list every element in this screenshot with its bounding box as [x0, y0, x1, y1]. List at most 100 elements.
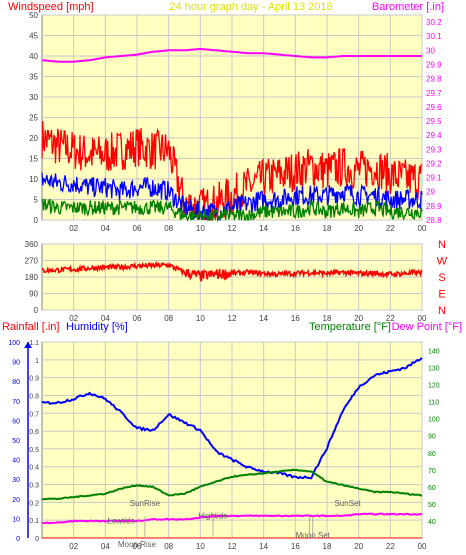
- direction-y-tick-label: 90: [29, 290, 38, 299]
- barometer-y-tick-label: 29: [426, 188, 435, 197]
- wind-y-tick-label: 20: [29, 134, 38, 143]
- rain-y-tick-label: 0.6: [29, 429, 39, 436]
- humidity-axis-title: Humidity [%]: [66, 321, 128, 333]
- wind-y-tick-label: 40: [29, 52, 38, 61]
- rain-y-tick-label: 1: [35, 358, 39, 365]
- barometer-y-tick-label: 30.1: [426, 32, 442, 41]
- humidity-y-tick-label: 50: [12, 438, 20, 445]
- temperature-y-tick-label: 50: [428, 502, 436, 509]
- rain-y-tick-label: 0.7: [29, 411, 39, 418]
- rain-y-tick-label: 0.5: [29, 447, 39, 454]
- wind-y-tick-label: 30: [29, 93, 38, 102]
- x-tick-label: 18: [323, 314, 332, 323]
- barometer-y-tick-label: 29.1: [426, 174, 442, 183]
- x-tick-label: 18: [323, 542, 332, 551]
- x-tick-label: 10: [196, 542, 205, 551]
- x-tick-label: 06: [133, 542, 142, 551]
- rain-y-tick-label: 0.3: [29, 483, 39, 490]
- x-tick-label: 20: [354, 542, 363, 551]
- x-tick-label: 14: [259, 542, 268, 551]
- humidity-y-tick-label: 70: [12, 399, 20, 406]
- humidity-y-tick-label: 90: [12, 360, 20, 367]
- x-tick-label: 00: [418, 542, 427, 551]
- humidity-y-tick-label: 20: [12, 497, 20, 504]
- x-tick-label: 04: [101, 224, 110, 233]
- compass-label: E: [438, 289, 445, 301]
- wind-y-tick-label: 50: [29, 11, 38, 20]
- humidity-y-tick-label: 30: [12, 477, 20, 484]
- x-tick-label: 08: [164, 224, 173, 233]
- barometer-y-tick-label: 29.2: [426, 159, 442, 168]
- x-tick-label: 06: [133, 314, 142, 323]
- barometer-axis-title: Barometer [.in]: [372, 1, 444, 13]
- series-average-line: [41, 172, 423, 222]
- series-lull-line: [41, 198, 423, 222]
- x-tick-label: 00: [418, 224, 427, 233]
- x-tick-label: 22: [386, 542, 395, 551]
- x-tick-label: 16: [291, 314, 300, 323]
- wind-y-tick-label: 15: [29, 155, 38, 164]
- barometer-y-tick-label: 30.2: [426, 18, 442, 27]
- barometer-y-tick-label: 29.5: [426, 117, 442, 126]
- direction-y-tick-label: 360: [25, 240, 39, 249]
- temperature-y-tick-label: 60: [428, 485, 436, 492]
- wind-y-tick-label: 45: [29, 32, 38, 41]
- series-temperature-line: [41, 468, 423, 501]
- compass-label: S: [438, 272, 445, 284]
- x-tick-label: 08: [164, 542, 173, 551]
- temperature-y-tick-label: 100: [428, 417, 440, 424]
- barometer-y-tick-label: 30: [426, 46, 435, 55]
- temperature-y-tick-label: 130: [428, 366, 440, 373]
- rain-y-tick-label: 0.8: [29, 393, 39, 400]
- compass-label: N: [438, 305, 446, 317]
- temperature-y-tick-label: 90: [428, 434, 436, 441]
- chart-title: 24 hour graph day - April 13 2018: [169, 1, 332, 13]
- wind-y-tick-label: 25: [29, 114, 38, 123]
- barometer-y-tick-label: 29.8: [426, 75, 442, 84]
- barometer-y-tick-label: 28.9: [426, 202, 442, 211]
- humidity-y-tick-label: 40: [12, 458, 20, 465]
- series-barometer-line: [41, 47, 422, 63]
- wind-y-tick-label: 35: [29, 73, 38, 82]
- compass-label: W: [437, 256, 448, 268]
- temperature-y-tick-label: 80: [428, 451, 436, 458]
- rainfall-axis-title: Rainfall [.in]: [2, 321, 59, 333]
- event-annotation: SunRise: [130, 499, 161, 508]
- x-tick-label: 12: [228, 314, 237, 323]
- x-tick-label: 04: [101, 314, 110, 323]
- x-tick-label: 14: [259, 314, 268, 323]
- temperature-y-tick-label: 70: [428, 468, 436, 475]
- x-tick-label: 20: [354, 314, 363, 323]
- x-tick-label: 14: [259, 224, 268, 233]
- barometer-y-tick-label: 29.6: [426, 103, 442, 112]
- wind-y-tick-label: 10: [29, 175, 38, 184]
- direction-y-tick-label: 0: [34, 306, 39, 315]
- x-tick-label: 08: [164, 314, 173, 323]
- x-tick-label: 12: [228, 224, 237, 233]
- event-annotation: Hightide: [198, 511, 228, 520]
- rain-y-tick-label: 1.1: [29, 340, 39, 347]
- temperature-axis-title: Temperature [°F]: [309, 321, 391, 333]
- series-direction-line: [41, 260, 423, 282]
- barometer-y-tick-label: 28.8: [426, 216, 442, 225]
- x-tick-label: 18: [323, 224, 332, 233]
- humidity-y-tick-label: 0: [16, 536, 20, 543]
- rain-y-tick-label: 0.1: [29, 518, 39, 525]
- x-tick-label: 16: [291, 542, 300, 551]
- humidity-axis-arrow: [24, 342, 32, 348]
- series-dew-point-line: [41, 512, 423, 525]
- x-tick-label: 10: [196, 314, 205, 323]
- humidity-temperature-chart: 0 0.1 0.2 0.3 0.4 0.5 0.6 0.7 0.8 0.9 1 1.1 0 10 20 30 4…: [8, 340, 439, 555]
- direction-y-tick-label: 180: [25, 273, 39, 282]
- x-tick-label: 22: [386, 314, 395, 323]
- temperature-y-tick-label: 110: [428, 400, 439, 407]
- x-tick-label: 02: [69, 314, 78, 323]
- event-annotation: Moon Rise: [118, 540, 157, 549]
- x-tick-label: 04: [101, 542, 110, 551]
- temperature-y-tick-label: 120: [428, 383, 440, 390]
- wind-barometer-chart: 0 5 10 15 20 25 30 35 40 45 50 28.8 28.9 29 29.1 29.2 29…: [29, 11, 442, 233]
- humidity-y-tick-label: 10: [12, 516, 20, 523]
